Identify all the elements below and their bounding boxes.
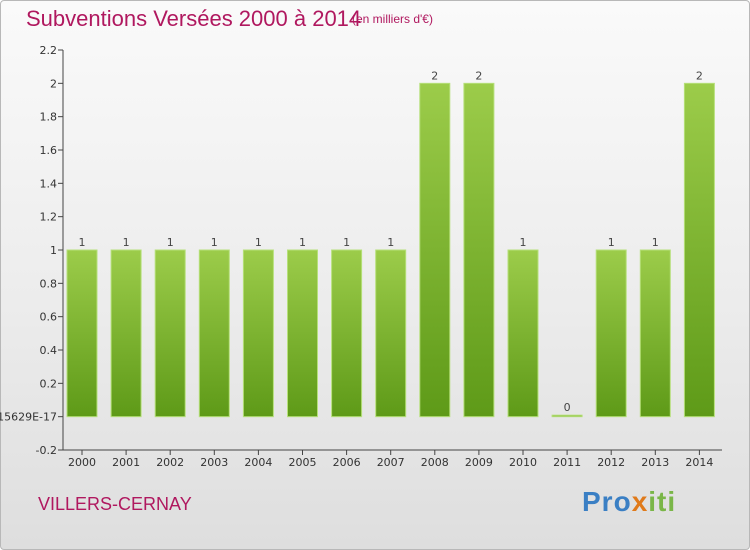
x-tick-label-2011: 2011	[553, 456, 581, 469]
data-label-2006: 1	[343, 236, 350, 249]
x-tick-label-2003: 2003	[200, 456, 228, 469]
bar-2011	[551, 414, 583, 418]
data-label-2012: 1	[608, 236, 615, 249]
y-tick-label: 1.8	[40, 111, 58, 124]
chart-subtitle: (en milliers d'€)	[352, 12, 433, 26]
bar-2008	[419, 82, 451, 418]
bar-2006	[331, 249, 363, 418]
data-label-2011: 0	[564, 401, 571, 414]
y-tick-label: 0.2	[40, 377, 58, 390]
y-tick-label: -1.15629E-17	[0, 411, 57, 424]
data-label-2009: 2	[475, 69, 482, 82]
y-tick-label: 1.6	[40, 144, 58, 157]
y-tick-label: 0.4	[40, 344, 58, 357]
bar-2014	[683, 82, 715, 418]
x-tick-label-2005: 2005	[289, 456, 317, 469]
logo-part-2: x	[631, 486, 649, 517]
x-tick-label-2001: 2001	[112, 456, 140, 469]
x-tick-label-2004: 2004	[244, 456, 272, 469]
bars	[66, 82, 715, 418]
bar-2007	[375, 249, 407, 418]
data-label-2000: 1	[79, 236, 86, 249]
bar-2001	[110, 249, 142, 418]
y-tick-label: 2.2	[40, 44, 58, 57]
data-label-2001: 1	[123, 236, 130, 249]
x-tick-label-2000: 2000	[68, 456, 96, 469]
y-tick-label: 1.2	[40, 211, 58, 224]
bar-2004	[242, 249, 274, 418]
place-name: VILLERS-CERNAY	[38, 494, 192, 514]
y-tick-label: 0.6	[40, 311, 58, 324]
x-tick-label-2012: 2012	[597, 456, 625, 469]
bar-2009	[463, 82, 495, 418]
bar-2012	[595, 249, 627, 418]
x-tick-label-2006: 2006	[333, 456, 361, 469]
y-tick-label: 2	[50, 77, 57, 90]
bar-2003	[198, 249, 230, 418]
data-label-2002: 1	[167, 236, 174, 249]
y-tick-label: 1	[50, 244, 57, 257]
data-labels: 1 1 1 1 1 1 1 1 2 2 1 0 1 1 2	[79, 69, 703, 414]
y-tick-label: -0.2	[36, 444, 57, 457]
data-label-2013: 1	[652, 236, 659, 249]
bar-2000	[66, 249, 98, 418]
x-tick-label-2013: 2013	[641, 456, 669, 469]
data-label-2008: 2	[431, 69, 438, 82]
chart-title: Subventions Versées 2000 à 2014	[26, 6, 362, 31]
y-tick-label: 0.8	[40, 277, 58, 290]
data-label-2004: 1	[255, 236, 262, 249]
logo-part-3: iti	[648, 486, 677, 517]
bar-2002	[154, 249, 186, 418]
data-label-2010: 1	[520, 236, 527, 249]
logo-part-1: Pro	[582, 486, 632, 517]
x-tick-label-2007: 2007	[377, 456, 405, 469]
data-label-2005: 1	[299, 236, 306, 249]
data-label-2007: 1	[387, 236, 394, 249]
bar-2005	[287, 249, 318, 418]
bar-2010	[507, 249, 539, 418]
x-tick-label-2010: 2010	[509, 456, 537, 469]
x-tick-label-2014: 2014	[685, 456, 713, 469]
x-tick-label-2002: 2002	[156, 456, 184, 469]
axes: -0.2 -1.15629E-17 0.2 0.4 0.6 0.8 1 1.2 1.4 1.6 1.…	[0, 44, 722, 469]
proxiti-logo: Proxiti	[582, 486, 676, 518]
data-label-2003: 1	[211, 236, 218, 249]
x-tick-label-2008: 2008	[421, 456, 449, 469]
bar-2013	[639, 249, 671, 418]
y-tick-label: 1.4	[40, 177, 58, 190]
x-tick-label-2009: 2009	[465, 456, 493, 469]
data-label-2014: 2	[696, 69, 703, 82]
